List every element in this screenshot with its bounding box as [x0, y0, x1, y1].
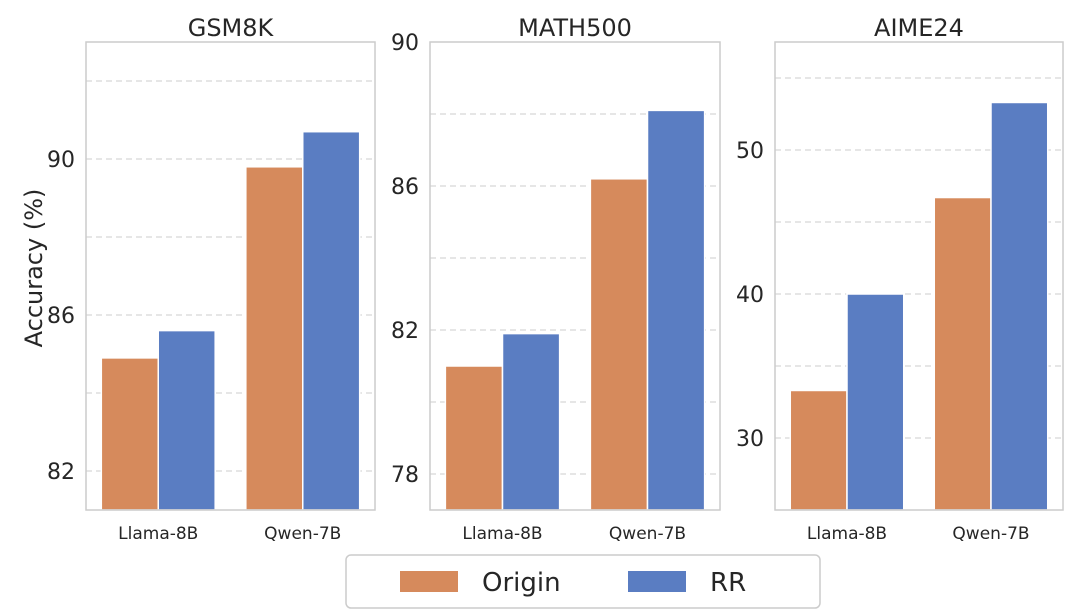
x-tick-label: Qwen-7B	[264, 524, 341, 544]
bar-origin-llama-8b	[100, 357, 159, 511]
x-tick-label: Llama-8B	[462, 524, 542, 544]
bar-rr-llama-8b	[501, 332, 561, 511]
bar-rr-llama-8b	[157, 329, 216, 511]
axes-frame	[85, 41, 376, 511]
y-tick-label: 90	[391, 31, 419, 56]
legend-box	[345, 554, 821, 609]
y-tick-label: 86	[47, 304, 75, 329]
legend-swatch-rr	[628, 571, 686, 592]
y-tick-label: 82	[47, 460, 75, 485]
x-tick-label: Qwen-7B	[952, 524, 1029, 544]
y-tick-label: 50	[736, 139, 764, 164]
x-tick-label: Llama-8B	[118, 524, 198, 544]
panel-title: AIME24	[874, 14, 964, 42]
y-tick-label: 90	[47, 148, 75, 173]
bar-origin-qwen-7b	[933, 196, 992, 511]
panel-title: GSM8K	[188, 14, 275, 42]
axes-frame	[429, 41, 721, 511]
legend-swatch-origin	[400, 571, 458, 592]
bar-rr-qwen-7b	[646, 109, 706, 511]
bar-origin-llama-8b	[789, 389, 848, 511]
bar-rr-qwen-7b	[990, 101, 1049, 511]
axes-frame	[774, 41, 1064, 511]
y-tick-label: 82	[391, 319, 419, 344]
y-tick-label: 30	[736, 427, 764, 452]
panel-aime24: Llama-8B Qwen-7B 30 40 50 AIME24	[736, 14, 1064, 544]
panel-title: MATH500	[518, 14, 632, 42]
bar-origin-qwen-7b	[589, 178, 649, 511]
bar-rr-llama-8b	[846, 293, 905, 511]
panel-gsm8k: Llama-8B Qwen-7B 82 86 90 GSM8K	[47, 14, 376, 544]
y-axis-label: Accuracy (%)	[20, 189, 48, 348]
y-tick-label: 40	[736, 283, 764, 308]
bar-origin-llama-8b	[444, 365, 504, 511]
y-tick-label: 78	[391, 463, 419, 488]
panels: Llama-8B Qwen-7B 82 86 90 GSM8K Llama-8B Qwen-7…	[47, 14, 1064, 544]
bar-origin-qwen-7b	[245, 166, 304, 511]
x-tick-label: Qwen-7B	[609, 524, 686, 544]
legend-label-rr: RR	[710, 568, 746, 598]
y-tick-label: 86	[391, 175, 419, 200]
legend: Origin RR	[345, 554, 821, 609]
bar-rr-qwen-7b	[302, 130, 361, 511]
panel-math500: Llama-8B Qwen-7B 78 82 86 90 MATH500	[391, 14, 721, 544]
legend-label-origin: Origin	[482, 568, 561, 598]
x-tick-label: Llama-8B	[807, 524, 887, 544]
